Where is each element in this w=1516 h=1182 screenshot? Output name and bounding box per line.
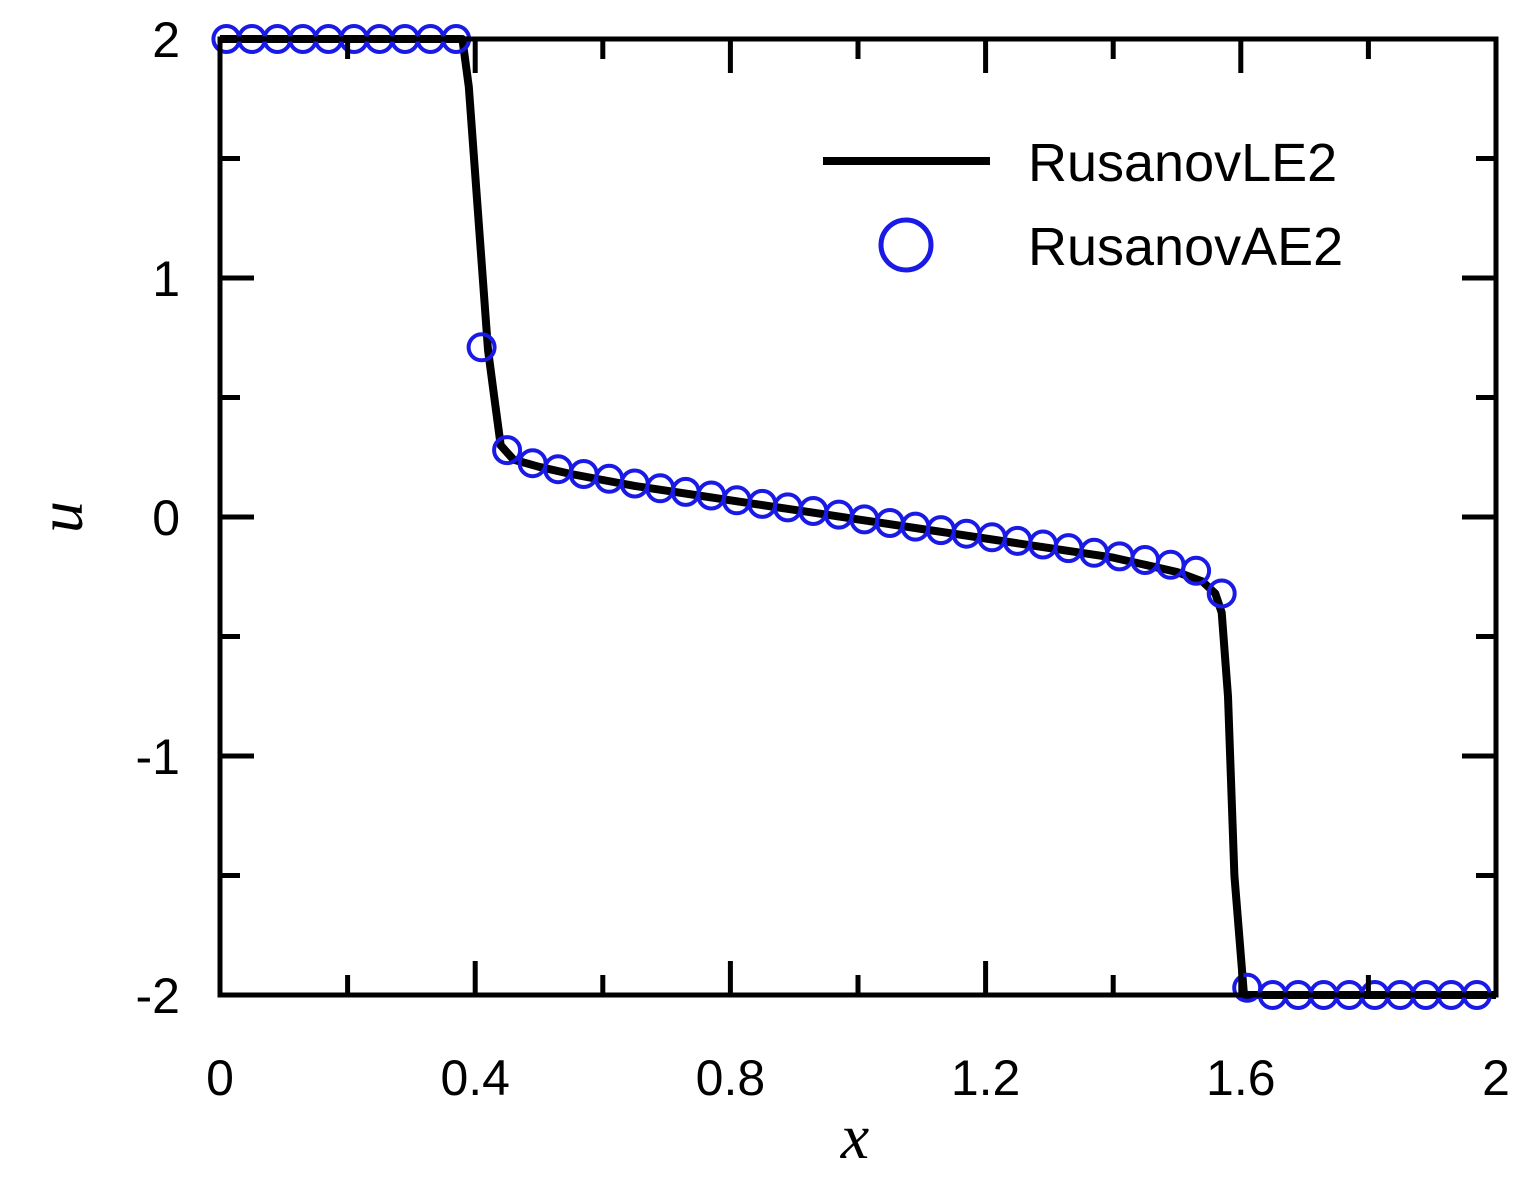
data-point — [492, 435, 523, 466]
y-tick-labels: 2 1 0 -1 -2 — [136, 12, 180, 1024]
y-tick-label: -2 — [136, 968, 180, 1024]
y-ticks — [220, 36, 1496, 998]
x-tick-labels: 0 0.4 0.8 1.2 1.6 2 — [206, 1050, 1510, 1106]
x-tick-label: 1.2 — [951, 1050, 1021, 1106]
y-axis-label: u — [25, 501, 96, 533]
legend-label-series-2: RusanovAE2 — [1028, 217, 1343, 277]
x-ticks — [217, 39, 1499, 995]
x-axis-label: x — [840, 1101, 869, 1172]
legend-circle-swatch — [878, 217, 934, 273]
data-point — [1206, 578, 1237, 609]
x-tick-label: 0.8 — [696, 1050, 766, 1106]
x-tick-label: 0 — [206, 1050, 234, 1106]
plot-lines — [220, 35, 1496, 999]
legend: RusanovLE2 RusanovAE2 — [823, 133, 1343, 277]
y-tick-label: 0 — [152, 490, 180, 546]
series-line-1 — [220, 35, 1496, 999]
legend-label-series-1: RusanovLE2 — [1028, 133, 1337, 193]
y-tick-label: 1 — [152, 251, 180, 307]
x-tick-label: 0.4 — [440, 1050, 510, 1106]
data-point — [1181, 555, 1212, 586]
x-tick-label: 2 — [1482, 1050, 1510, 1106]
y-tick-label: -1 — [136, 729, 180, 785]
data-point — [466, 332, 497, 363]
y-tick-label: 2 — [152, 12, 180, 68]
x-tick-label: 1.6 — [1206, 1050, 1276, 1106]
